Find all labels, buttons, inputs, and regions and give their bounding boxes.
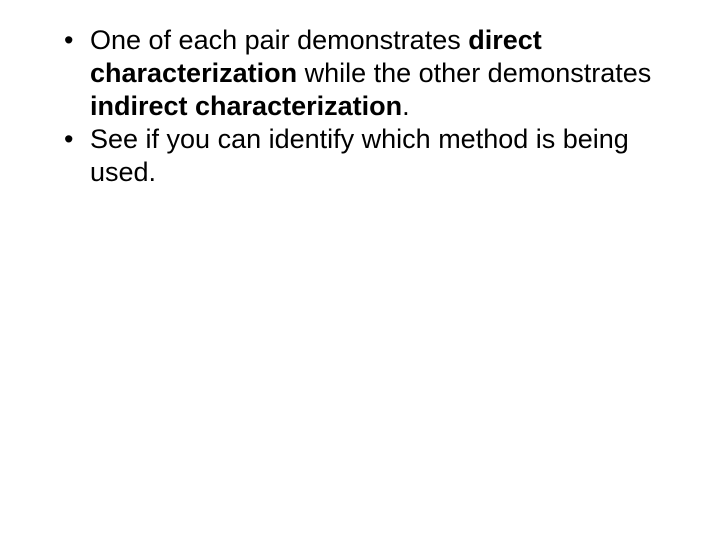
text-run: . (402, 91, 410, 121)
slide: One of each pair demonstrates direct cha… (0, 0, 720, 540)
list-item: See if you can identify which method is … (54, 123, 666, 189)
text-run: See if you can identify which method is … (90, 124, 629, 187)
text-run-bold: indirect characterization (90, 91, 402, 121)
text-run: while the other demonstrates (297, 58, 651, 88)
bullet-list: One of each pair demonstrates direct cha… (54, 24, 666, 189)
list-item: One of each pair demonstrates direct cha… (54, 24, 666, 123)
text-run: One of each pair demonstrates (90, 25, 468, 55)
